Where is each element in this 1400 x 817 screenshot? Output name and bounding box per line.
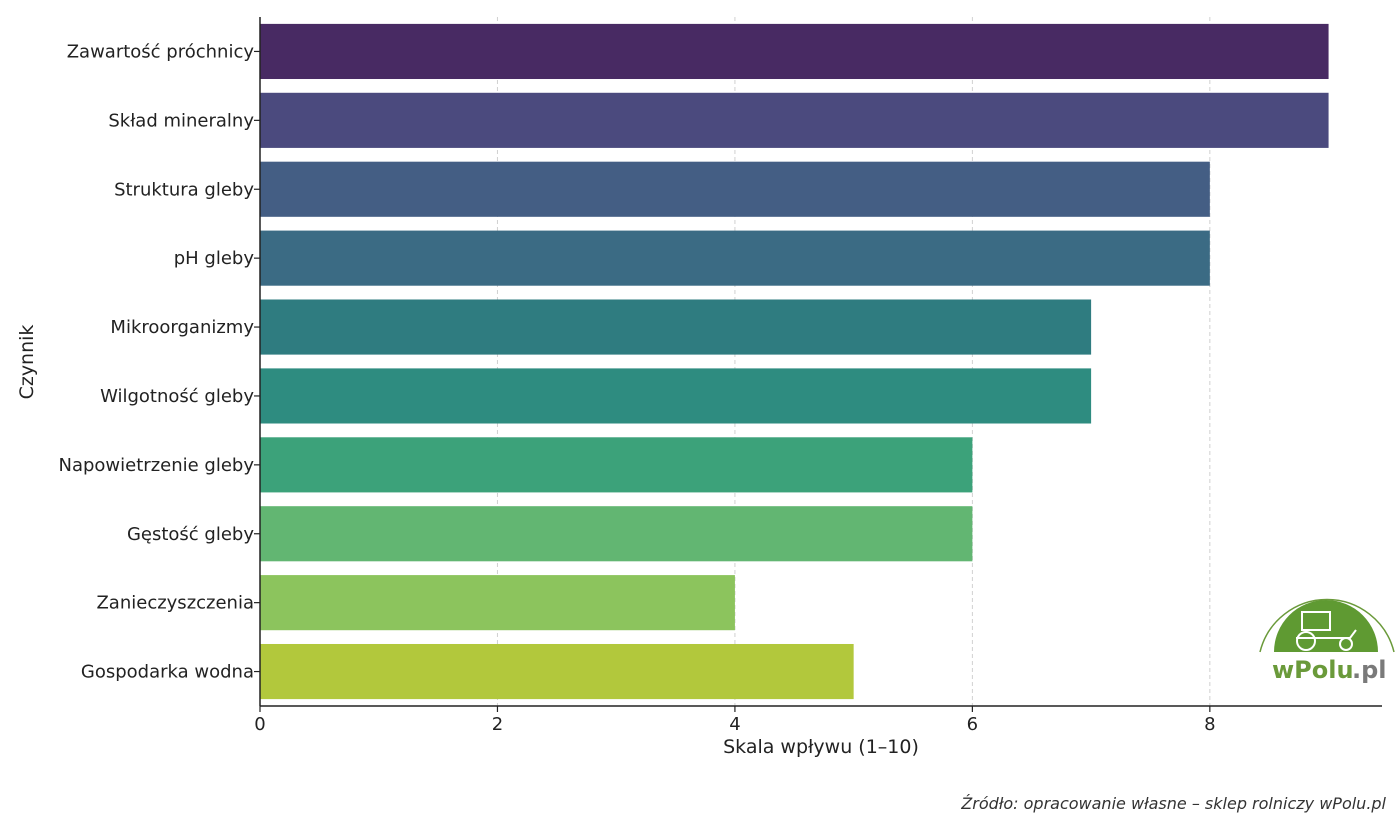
y-category-label: Gospodarka wodna	[81, 662, 254, 683]
wpolu-logo: wPolu .pl	[1259, 598, 1395, 684]
y-category-label: Napowietrzenie gleby	[59, 455, 255, 476]
x-tick-label: 2	[492, 714, 503, 735]
logo-text-suffix: .pl	[1352, 656, 1387, 684]
y-category-labels: Zawartość próchnicy Skład mineralny Strukt…	[59, 41, 260, 683]
y-category-label: pH gleby	[174, 248, 255, 269]
x-tick-label: 8	[1204, 714, 1215, 735]
y-category-label: Zanieczyszczenia	[96, 593, 254, 614]
y-category-label: Mikroorganizmy	[110, 317, 254, 338]
bar	[260, 506, 973, 562]
bar	[260, 161, 1210, 217]
bar	[260, 92, 1329, 148]
y-category-label: Gęstość gleby	[127, 524, 254, 545]
x-ticks: 0 2 4 6 8	[254, 706, 1216, 735]
bar	[260, 575, 735, 631]
y-category-label: Zawartość próchnicy	[67, 41, 255, 62]
logo-text: wPolu	[1272, 656, 1354, 684]
bars	[260, 23, 1329, 700]
bar	[260, 437, 973, 493]
bar	[260, 299, 1092, 355]
tractor-icon	[1296, 611, 1357, 651]
y-axis-title: Czynnik	[16, 325, 38, 400]
x-tick-label: 6	[967, 714, 978, 735]
bar	[260, 643, 854, 700]
bar	[260, 23, 1329, 80]
bar	[260, 230, 1210, 286]
x-axis-title: Skala wpływu (1–10)	[723, 736, 919, 758]
bar	[260, 368, 1092, 424]
logo-disc	[1274, 600, 1378, 652]
y-category-label: Skład mineralny	[108, 110, 254, 131]
x-tick-label: 0	[254, 714, 265, 735]
y-category-label: Struktura gleby	[114, 179, 254, 200]
logo-arc	[1259, 598, 1395, 653]
source-note: Źródło: opracowanie własne – sklep rolni…	[961, 794, 1386, 813]
x-tick-label: 4	[729, 714, 740, 735]
y-category-label: Wilgotność gleby	[100, 386, 254, 407]
